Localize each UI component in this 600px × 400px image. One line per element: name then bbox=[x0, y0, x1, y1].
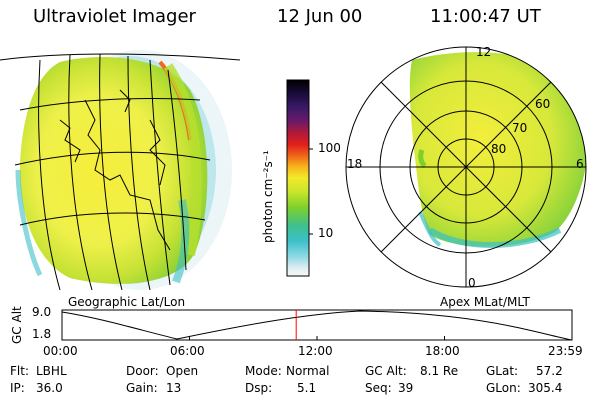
y-tick-9: 9.0 bbox=[32, 305, 52, 319]
lat-label-60: 60 bbox=[535, 97, 551, 111]
gc-alt-axis-label: GC Alt bbox=[10, 306, 24, 344]
mlt-label-12: 12 bbox=[476, 45, 492, 59]
info-mode-value: Normal bbox=[286, 364, 330, 378]
info-dsp-value: 5.1 bbox=[297, 381, 317, 395]
info-door-label: Door: bbox=[126, 364, 159, 378]
date: 12 Jun 00 bbox=[277, 6, 363, 27]
info-glon-label: GLon: bbox=[486, 381, 521, 395]
info-filter-value: LBHL bbox=[36, 364, 67, 378]
info-ip-value: 36.0 bbox=[36, 381, 63, 395]
geographic-image bbox=[0, 50, 240, 290]
title: Ultraviolet Imager bbox=[33, 6, 196, 27]
info-gc-alt-label: GC Alt: bbox=[365, 364, 407, 378]
lat-label-70: 70 bbox=[512, 121, 528, 135]
info-glon-value: 305.4 bbox=[528, 381, 563, 395]
y-tick-1-8: 1.8 bbox=[32, 327, 52, 341]
info-dsp-label: Dsp: bbox=[245, 381, 273, 395]
lat-label-80: 80 bbox=[491, 142, 507, 156]
info-mode-label: Mode: bbox=[245, 364, 282, 378]
mlt-label-6: 6 bbox=[576, 157, 584, 171]
colorbar-tick-100: 100 bbox=[318, 141, 341, 155]
info-gain-label: Gain: bbox=[126, 381, 158, 395]
timeline-plot bbox=[61, 309, 573, 341]
info-door-value: Open bbox=[166, 364, 199, 378]
mlt-label-0: 0 bbox=[468, 276, 476, 290]
x-tick-0000: 00:00 bbox=[43, 344, 78, 358]
info-glat-value: 57.2 bbox=[536, 364, 563, 378]
colorbar-tick-10: 10 bbox=[318, 226, 334, 240]
info-gain-value: 13 bbox=[166, 381, 182, 395]
x-tick-2359: 23:59 bbox=[548, 344, 583, 358]
colorbar-label: photon cm⁻²s⁻¹ bbox=[261, 150, 275, 243]
info-filter-label: Flt: bbox=[10, 364, 29, 378]
x-tick-1800: 18:00 bbox=[425, 344, 460, 358]
apex-caption: Apex MLat/MLT bbox=[440, 295, 530, 309]
info-gc-alt-value: 8.1 Re bbox=[420, 364, 459, 378]
x-tick-1200: 12:00 bbox=[298, 344, 333, 358]
info-glat-label: GLat: bbox=[486, 364, 519, 378]
time: 11:00:47 UT bbox=[430, 6, 541, 27]
polar-plot bbox=[345, 46, 587, 288]
info-ip-label: IP: bbox=[10, 381, 25, 395]
mlt-label-18: 18 bbox=[347, 157, 363, 171]
geographic-caption: Geographic Lat/Lon bbox=[68, 295, 186, 309]
info-seq-value: 39 bbox=[398, 381, 414, 395]
color-bar bbox=[286, 79, 313, 277]
x-tick-0600: 06:00 bbox=[170, 344, 205, 358]
info-seq-label: Seq: bbox=[365, 381, 392, 395]
